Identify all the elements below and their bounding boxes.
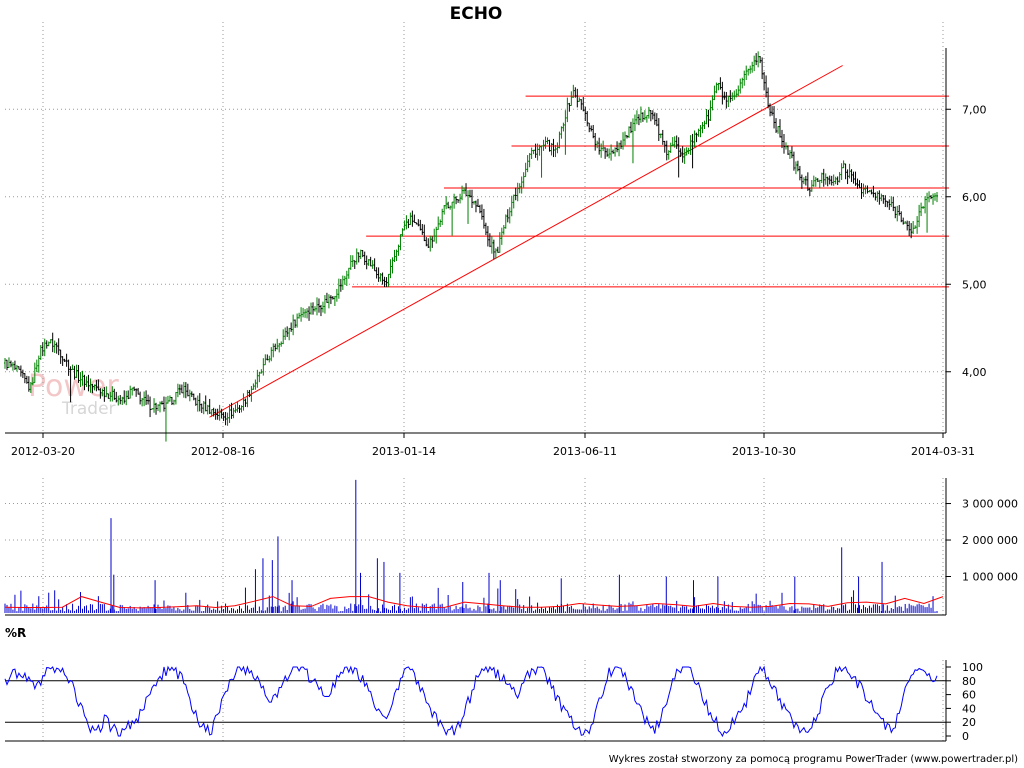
williams-r-line — [4, 665, 938, 738]
volume-moving-average — [4, 596, 944, 609]
price-grid — [5, 22, 946, 433]
price-y-ticks: 4,00 5,00 6,00 7,00 — [946, 103, 987, 379]
footer-credit: Wykres został stworzony za pomocą progra… — [609, 754, 1018, 765]
watermark-trader: Trader — [61, 399, 116, 419]
date-tick-label: 2014-03-31 — [911, 445, 975, 458]
volume-grid — [5, 478, 946, 615]
price-tick-label: 6,00 — [962, 191, 987, 204]
support-resistance-lines — [209, 65, 949, 418]
date-tick-label: 2013-01-14 — [372, 445, 436, 458]
oscillator-tick-label: 60 — [962, 689, 976, 702]
price-tick-label: 4,00 — [962, 366, 987, 379]
trend-line — [209, 65, 843, 418]
oscillator-tick-label: 20 — [962, 716, 976, 729]
date-tick-label: 2013-06-11 — [553, 445, 617, 458]
oscillator-tick-label: 100 — [962, 661, 983, 674]
price-bars — [4, 51, 938, 442]
price-tick-label: 7,00 — [962, 103, 987, 116]
oscillator-tick-label: 0 — [962, 730, 969, 743]
volume-tick-label: 2 000 000 — [962, 534, 1018, 547]
oscillator-tick-label: 40 — [962, 702, 976, 715]
date-tick-label: 2013-10-30 — [732, 445, 796, 458]
volume-y-ticks: 1 000 000 2 000 000 3 000 000 — [946, 498, 1018, 584]
oscillator-tick-label: 80 — [962, 675, 976, 688]
chart-title: ECHO — [450, 4, 503, 24]
indicator-label: %R — [5, 626, 26, 640]
volume-bars — [4, 479, 938, 613]
date-tick-label: 2012-03-20 — [11, 445, 75, 458]
date-axis-labels: 2012-03-20 2012-08-16 2013-01-14 2013-06-11… — [11, 433, 975, 458]
price-tick-label: 5,00 — [962, 278, 987, 291]
volume-tick-label: 3 000 000 — [962, 498, 1018, 511]
volume-tick-label: 1 000 000 — [962, 571, 1018, 584]
date-tick-label: 2012-08-16 — [191, 445, 255, 458]
